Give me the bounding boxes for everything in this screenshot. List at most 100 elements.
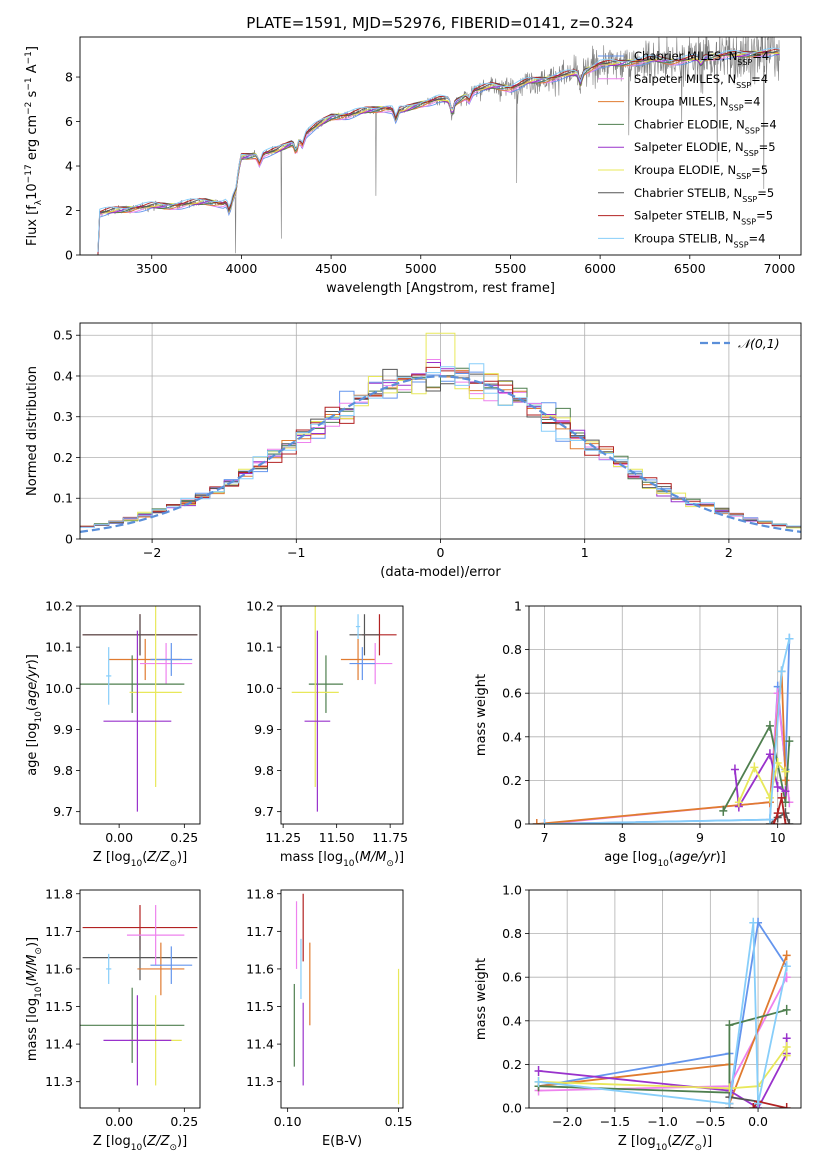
y-tick-label: 10.2 bbox=[246, 599, 274, 614]
x-tick-label: 1 bbox=[581, 545, 589, 560]
weight-marker bbox=[765, 749, 774, 760]
y-tick-label: 0.2 bbox=[502, 1057, 522, 1072]
y-tick-label: 0 bbox=[65, 532, 73, 547]
weight-marker bbox=[785, 819, 794, 824]
y-tick-label: 11.3 bbox=[45, 1074, 73, 1089]
legend-entry: 𝒩(0,1) bbox=[738, 336, 780, 351]
x-tick-label: 0.25 bbox=[170, 1114, 198, 1129]
panel-weight-vs-Z: −2.0 −1.5 −1.0 −0.5 0.0 0.0 0.2 0.4 0.6 0.8 1.0 Z [… bbox=[474, 883, 802, 1153]
weight-marker bbox=[765, 720, 774, 731]
residual-histogram bbox=[80, 363, 801, 528]
weight-marker bbox=[782, 1033, 791, 1044]
plot-area-weight-vs-Z bbox=[534, 917, 791, 1108]
x-tick-label: 2 bbox=[725, 545, 733, 560]
y-axis-label: mass weight bbox=[474, 958, 489, 1040]
weight-marker bbox=[785, 736, 794, 747]
weight-marker bbox=[754, 1098, 763, 1108]
x-tick-label: 0 bbox=[437, 545, 445, 560]
y-tick-label: 11.6 bbox=[45, 961, 73, 976]
weight-marker bbox=[781, 786, 790, 797]
y-tick-label: 0.6 bbox=[502, 686, 522, 701]
y-tick-label: 9.7 bbox=[254, 804, 274, 819]
y-tick-label: 10.2 bbox=[45, 599, 73, 614]
plot-area-mass-vs-EBV bbox=[293, 893, 400, 1105]
legend-entry: Kroupa MILES, NSSP=4 bbox=[634, 95, 760, 113]
weight-marker bbox=[785, 633, 794, 644]
x-tick-label: 4000 bbox=[226, 261, 258, 276]
panel-weight-vs-age: 7 8 9 10 0 0.2 0.4 0.6 0.8 1 age [log10(age/yr)] ma… bbox=[474, 599, 802, 869]
x-tick-label: 6000 bbox=[584, 261, 616, 276]
y-tick-label: 11.4 bbox=[45, 1037, 73, 1052]
weight-marker bbox=[765, 814, 774, 824]
weight-marker bbox=[781, 808, 790, 819]
axes-frame bbox=[528, 605, 802, 825]
y-tick-label: 9.8 bbox=[254, 763, 274, 778]
panel-mass-vs-EBV: 0.10 0.15 11.3 11.4 11.5 11.6 11.7 11.8 E(B-V) bbox=[246, 886, 412, 1149]
residual-histogram bbox=[80, 332, 801, 529]
axes-frame bbox=[280, 889, 404, 1109]
weight-marker bbox=[730, 764, 739, 775]
plot-area-residuals bbox=[80, 332, 801, 533]
y-tick-label: 11.7 bbox=[246, 924, 274, 939]
x-tick-label: 8 bbox=[618, 830, 626, 845]
plot-area-age-vs-mass bbox=[291, 606, 397, 812]
x-axis-label: (data-model)/error bbox=[380, 565, 501, 580]
weight-line bbox=[536, 638, 791, 824]
x-tick-label: −0.5 bbox=[695, 1114, 725, 1129]
x-tick-label: −1.0 bbox=[647, 1114, 677, 1129]
spectrum-model-line bbox=[97, 50, 780, 255]
y-tick-label: 10.1 bbox=[246, 640, 274, 655]
x-tick-label: −1.5 bbox=[600, 1114, 630, 1129]
y-tick-label: 11.7 bbox=[45, 924, 73, 939]
weight-marker bbox=[777, 666, 786, 677]
x-axis-label: mass [log10(M/M⊙)] bbox=[280, 850, 404, 869]
x-axis-label: wavelength [Angstrom, rest frame] bbox=[326, 281, 555, 296]
y-tick-label: 11.5 bbox=[45, 999, 73, 1014]
weight-marker bbox=[782, 1103, 791, 1108]
weight-marker bbox=[749, 1103, 758, 1108]
legend-entry: Chabrier STELIB, NSSP=5 bbox=[634, 186, 774, 204]
y-tick-label: 0.6 bbox=[502, 970, 522, 985]
x-axis-label: E(B-V) bbox=[322, 1134, 362, 1149]
y-tick-label: 0.5 bbox=[53, 328, 73, 343]
y-tick-label: 0.8 bbox=[502, 926, 522, 941]
weight-marker bbox=[777, 792, 786, 803]
y-tick-label: 1.0 bbox=[502, 883, 522, 898]
spectrum-model-line bbox=[97, 47, 780, 252]
weight-line bbox=[769, 811, 791, 824]
weight-marker bbox=[781, 766, 790, 777]
weight-marker bbox=[782, 961, 791, 972]
y-tick-label: 11.5 bbox=[246, 999, 274, 1014]
y-tick-label: 8 bbox=[65, 70, 73, 85]
weight-marker bbox=[765, 792, 774, 803]
legend-entry: Chabrier ELODIE, NSSP=4 bbox=[634, 117, 777, 135]
weight-marker bbox=[725, 1020, 734, 1031]
y-tick-label: 0.2 bbox=[53, 450, 73, 465]
weight-marker bbox=[782, 950, 791, 961]
y-tick-label: 6 bbox=[65, 114, 73, 129]
y-tick-label: 11.4 bbox=[246, 1037, 274, 1052]
y-tick-label: 2 bbox=[65, 203, 73, 218]
weight-marker bbox=[782, 1004, 791, 1015]
legend-entry: Salpeter MILES, NSSP=4 bbox=[634, 72, 768, 90]
normal-curve bbox=[80, 375, 801, 533]
x-axis-label: age [log10(age/yr)] bbox=[604, 850, 726, 869]
weight-marker bbox=[750, 762, 759, 773]
plot-area-weight-vs-age bbox=[532, 633, 794, 824]
legend-entry: Kroupa STELIB, NSSP=4 bbox=[634, 231, 765, 249]
weight-marker bbox=[725, 1098, 734, 1108]
x-tick-label: 7 bbox=[541, 830, 549, 845]
y-tick-label: 0.8 bbox=[502, 642, 522, 657]
y-tick-label: 0 bbox=[514, 817, 522, 832]
weight-marker bbox=[773, 808, 782, 819]
y-tick-label: 11.3 bbox=[246, 1074, 274, 1089]
x-tick-label: 5000 bbox=[405, 261, 437, 276]
y-axis-label: mass weight bbox=[474, 674, 489, 756]
x-tick-label: 0.00 bbox=[105, 1114, 133, 1129]
y-tick-label: 9.7 bbox=[53, 804, 73, 819]
y-tick-label: 10.1 bbox=[45, 640, 73, 655]
weight-marker bbox=[540, 819, 549, 824]
legend-entry: Kroupa ELODIE, NSSP=5 bbox=[634, 163, 768, 181]
weight-marker bbox=[769, 819, 778, 824]
x-tick-label: −2.0 bbox=[552, 1114, 582, 1129]
